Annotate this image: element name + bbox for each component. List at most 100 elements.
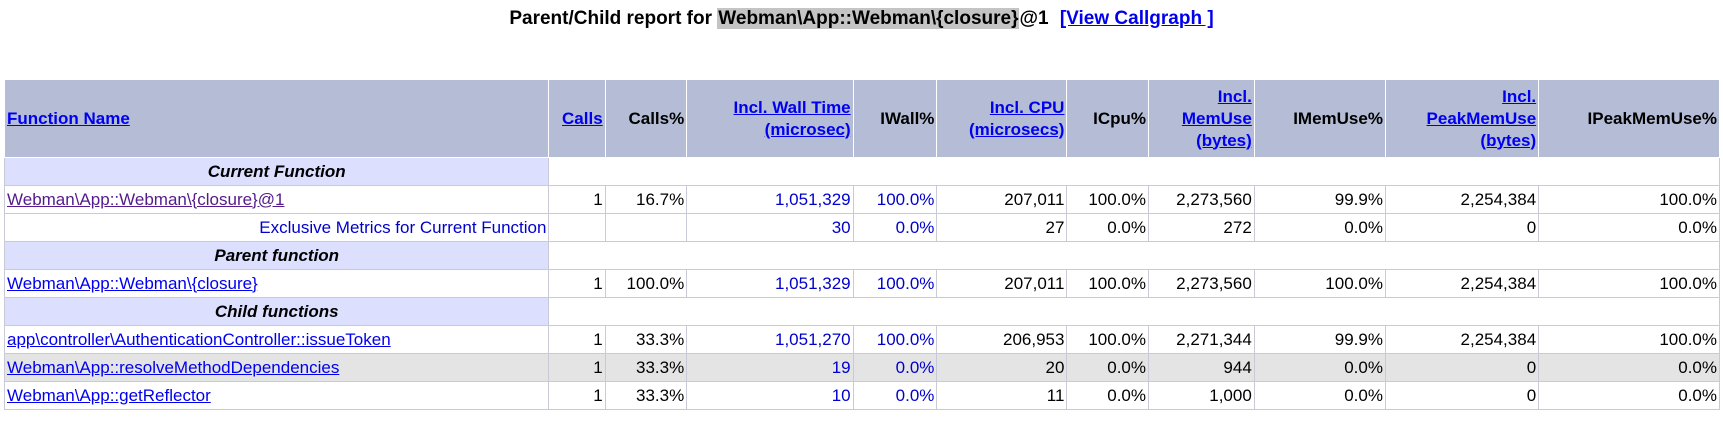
cell-iwall-pct: 100.0%	[852, 185, 938, 214]
cell-incl-peakmemuse: 2,254,384	[1384, 269, 1540, 298]
title-function-name: Webman\App::Webman\{closure}	[717, 8, 1020, 29]
col-header-iwall-pct: IWall%	[852, 79, 938, 158]
cell-function-name[interactable]: Webman\App::getReflector	[3, 381, 550, 410]
cell-imemuse-pct: 100.0%	[1253, 269, 1386, 298]
table-row-child-function: Webman\App::getReflector 1 33.3% 10 0.0%…	[3, 381, 1720, 410]
cell-incl-peakmemuse: 0	[1384, 213, 1540, 242]
incl-wall-time-unit: (microsec)	[764, 119, 851, 139]
cell-incl-memuse: 2,273,560	[1148, 185, 1255, 214]
cell-function-name[interactable]: app\controller\AuthenticationController:…	[3, 325, 550, 354]
cell-function-name[interactable]: Webman\App::resolveMethodDependencies	[3, 353, 550, 382]
section-row-parent-function: Parent function	[3, 241, 1720, 270]
child-function-link[interactable]: Webman\App::getReflector	[7, 385, 211, 405]
cell-imemuse-pct: 0.0%	[1253, 353, 1386, 382]
child-function-link[interactable]: app\controller\AuthenticationController:…	[7, 329, 391, 349]
cell-calls-pct: 33.3%	[604, 325, 688, 354]
incl-peakmemuse-label-2: PeakMemUse	[1426, 108, 1537, 128]
cell-calls	[548, 213, 606, 242]
cell-iwall-pct: 0.0%	[852, 213, 938, 242]
view-callgraph-link[interactable]: [View Callgraph ]	[1059, 8, 1214, 29]
cell-incl-wall: 1,051,329	[686, 185, 854, 214]
section-row-child-functions: Child functions	[3, 297, 1720, 326]
col-header-incl-cpu[interactable]: Incl. CPU (microsecs)	[936, 79, 1068, 158]
cell-incl-cpu: 207,011	[936, 185, 1068, 214]
cell-incl-wall: 10	[686, 381, 854, 410]
cell-iwall-pct: 100.0%	[852, 325, 938, 354]
cell-ipeakmemuse-pct: 100.0%	[1538, 269, 1720, 298]
cell-exclusive-label: Exclusive Metrics for Current Function	[3, 213, 550, 242]
cell-function-name[interactable]: Webman\App::Webman\{closure}	[3, 269, 550, 298]
table-row-child-function: app\controller\AuthenticationController:…	[3, 325, 1720, 354]
cell-calls-pct	[604, 213, 688, 242]
cell-incl-memuse: 944	[1148, 353, 1255, 382]
cell-calls-pct: 33.3%	[604, 381, 688, 410]
incl-memuse-label-1: Incl.	[1217, 86, 1252, 106]
cell-iwall-pct: 100.0%	[852, 269, 938, 298]
cell-icpu-pct: 0.0%	[1066, 353, 1149, 382]
incl-peakmemuse-label-1: Incl.	[1502, 86, 1537, 106]
section-fill	[548, 157, 1720, 186]
cell-ipeakmemuse-pct: 0.0%	[1538, 353, 1720, 382]
cell-incl-cpu: 11	[936, 381, 1068, 410]
sort-incl-peakmemuse-link[interactable]: Incl. PeakMemUse (bytes)	[1427, 87, 1537, 150]
incl-memuse-unit: (bytes)	[1196, 130, 1252, 150]
cell-incl-memuse: 2,273,560	[1148, 269, 1255, 298]
section-fill	[548, 297, 1720, 326]
section-label-child-functions: Child functions	[3, 297, 550, 326]
col-header-calls-pct: Calls%	[604, 79, 688, 158]
sort-incl-wall-time-link[interactable]: Incl. Wall Time (microsec)	[734, 98, 851, 139]
table-row-child-function: Webman\App::resolveMethodDependencies 1 …	[3, 353, 1720, 382]
sort-incl-cpu-link[interactable]: Incl. CPU (microsecs)	[969, 98, 1064, 139]
cell-ipeakmemuse-pct: 100.0%	[1538, 325, 1720, 354]
col-header-function-name[interactable]: Function Name	[3, 79, 550, 158]
parent-child-report-table: Function Name Calls Calls% Incl. Wall Ti…	[3, 79, 1720, 410]
cell-icpu-pct: 0.0%	[1066, 213, 1149, 242]
cell-incl-memuse: 2,271,344	[1148, 325, 1255, 354]
cell-incl-peakmemuse: 0	[1384, 381, 1540, 410]
col-header-incl-peakmemuse[interactable]: Incl. PeakMemUse (bytes)	[1384, 79, 1540, 158]
cell-calls-pct: 100.0%	[604, 269, 688, 298]
cell-imemuse-pct: 99.9%	[1253, 325, 1386, 354]
child-function-link[interactable]: Webman\App::resolveMethodDependencies	[7, 357, 340, 377]
cell-ipeakmemuse-pct: 100.0%	[1538, 185, 1720, 214]
col-header-ipeakmemuse-pct: IPeakMemUse%	[1538, 79, 1720, 158]
sort-incl-memuse-link[interactable]: Incl. MemUse (bytes)	[1182, 87, 1252, 150]
page-title: Parent/Child report for Webman\App::Webm…	[0, 8, 1723, 30]
sort-function-name-link[interactable]: Function Name	[7, 108, 130, 128]
incl-memuse-label-2: MemUse	[1181, 108, 1252, 128]
cell-incl-cpu: 206,953	[936, 325, 1068, 354]
parent-function-link[interactable]: Webman\App::Webman\{closure}	[7, 273, 258, 293]
section-label-parent-function: Parent function	[3, 241, 550, 270]
cell-ipeakmemuse-pct: 0.0%	[1538, 213, 1720, 242]
cell-function-name[interactable]: Webman\App::Webman\{closure}@1	[3, 185, 550, 214]
sort-calls-link[interactable]: Calls	[562, 108, 603, 128]
col-header-incl-memuse[interactable]: Incl. MemUse (bytes)	[1148, 79, 1255, 158]
cell-calls: 1	[548, 353, 606, 382]
cell-iwall-pct: 0.0%	[852, 381, 938, 410]
cell-incl-cpu: 207,011	[936, 269, 1068, 298]
col-header-calls[interactable]: Calls	[548, 79, 606, 158]
table-header-row: Function Name Calls Calls% Incl. Wall Ti…	[3, 79, 1720, 158]
cell-incl-wall: 19	[686, 353, 854, 382]
table-row-current-function: Webman\App::Webman\{closure}@1 1 16.7% 1…	[3, 185, 1720, 214]
col-header-icpu-pct: ICpu%	[1066, 79, 1149, 158]
cell-imemuse-pct: 0.0%	[1253, 381, 1386, 410]
col-header-incl-wall-time[interactable]: Incl. Wall Time (microsec)	[686, 79, 854, 158]
cell-incl-cpu: 20	[936, 353, 1068, 382]
cell-incl-memuse: 272	[1148, 213, 1255, 242]
section-row-current-function: Current Function	[3, 157, 1720, 186]
current-function-link[interactable]: Webman\App::Webman\{closure}@1	[7, 189, 285, 209]
cell-incl-peakmemuse: 2,254,384	[1384, 185, 1540, 214]
cell-calls-pct: 33.3%	[604, 353, 688, 382]
cell-calls: 1	[548, 325, 606, 354]
cell-imemuse-pct: 0.0%	[1253, 213, 1386, 242]
cell-calls-pct: 16.7%	[604, 185, 688, 214]
incl-cpu-label: Incl. CPU	[989, 97, 1065, 117]
cell-calls: 1	[548, 269, 606, 298]
cell-incl-memuse: 1,000	[1148, 381, 1255, 410]
incl-cpu-unit: (microsecs)	[969, 119, 1065, 139]
cell-calls: 1	[548, 185, 606, 214]
cell-icpu-pct: 0.0%	[1066, 381, 1149, 410]
section-fill	[548, 241, 1720, 270]
cell-icpu-pct: 100.0%	[1066, 325, 1149, 354]
